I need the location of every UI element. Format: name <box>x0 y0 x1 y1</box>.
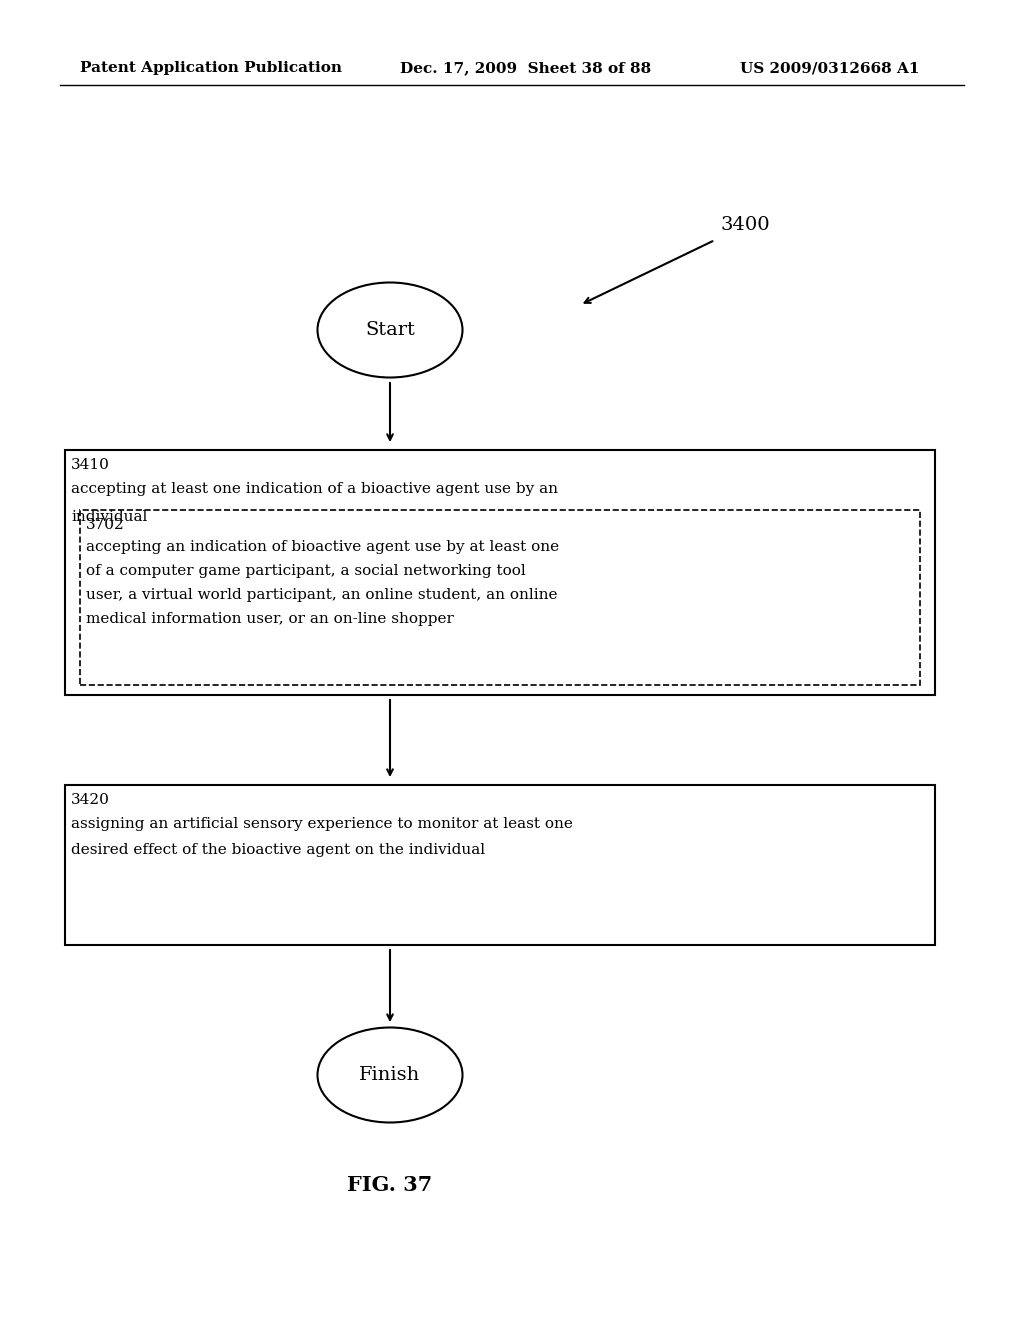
Text: 3702: 3702 <box>86 517 125 532</box>
Text: of a computer game participant, a social networking tool: of a computer game participant, a social… <box>86 564 525 578</box>
Text: FIG. 37: FIG. 37 <box>347 1175 432 1195</box>
Ellipse shape <box>317 1027 463 1122</box>
Text: US 2009/0312668 A1: US 2009/0312668 A1 <box>740 61 920 75</box>
Text: assigning an artificial sensory experience to monitor at least one: assigning an artificial sensory experien… <box>71 817 572 832</box>
Text: accepting at least one indication of a bioactive agent use by an: accepting at least one indication of a b… <box>71 482 558 496</box>
FancyBboxPatch shape <box>80 510 920 685</box>
Text: Patent Application Publication: Patent Application Publication <box>80 61 342 75</box>
FancyBboxPatch shape <box>65 450 935 696</box>
Text: 3410: 3410 <box>71 458 110 473</box>
Text: medical information user, or an on-line shopper: medical information user, or an on-line … <box>86 612 454 626</box>
Text: 3420: 3420 <box>71 793 110 807</box>
Text: desired effect of the bioactive agent on the individual: desired effect of the bioactive agent on… <box>71 843 485 857</box>
Text: Finish: Finish <box>359 1067 421 1084</box>
Text: individual: individual <box>71 510 147 524</box>
Text: Start: Start <box>366 321 415 339</box>
Text: user, a virtual world participant, an online student, an online: user, a virtual world participant, an on… <box>86 587 557 602</box>
Ellipse shape <box>317 282 463 378</box>
Text: accepting an indication of bioactive agent use by at least one: accepting an indication of bioactive age… <box>86 540 559 554</box>
Text: Dec. 17, 2009  Sheet 38 of 88: Dec. 17, 2009 Sheet 38 of 88 <box>400 61 651 75</box>
Text: 3400: 3400 <box>720 216 770 234</box>
FancyBboxPatch shape <box>65 785 935 945</box>
